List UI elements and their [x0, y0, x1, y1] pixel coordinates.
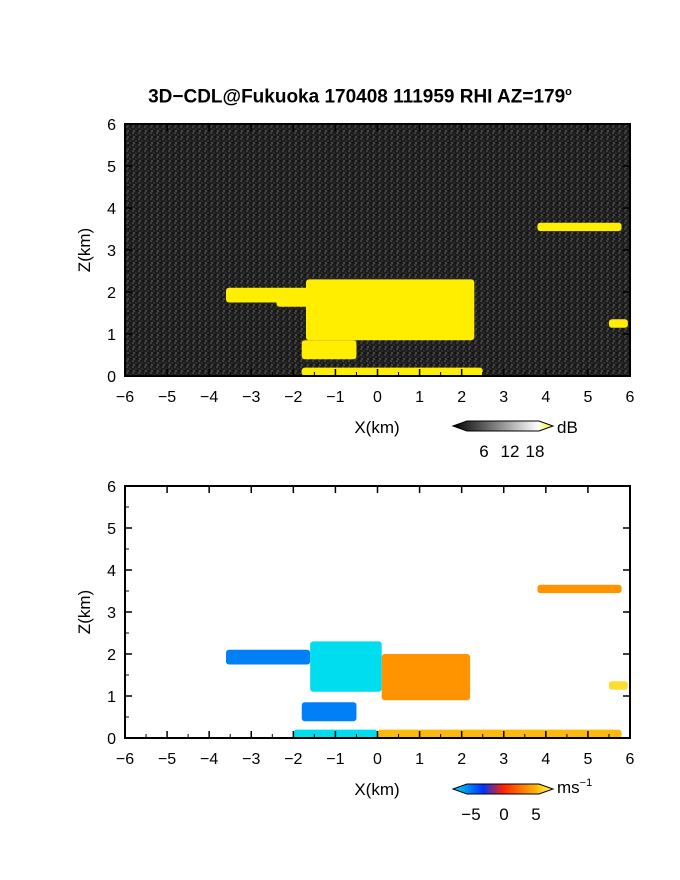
x-tick-label: −3: [242, 751, 260, 768]
x-tick-label: 2: [457, 389, 466, 406]
reflectivity-colorbar-bar: [451, 420, 555, 432]
y-tick-label: 2: [107, 285, 116, 302]
x-tick-label: 6: [626, 389, 635, 406]
x-tick-label: 0: [373, 751, 382, 768]
y-tick-label: 0: [107, 731, 116, 748]
y-tick-label: 3: [107, 243, 116, 260]
y-tick-label: 3: [107, 605, 116, 622]
degree-symbol: o: [565, 86, 572, 98]
chart-title-text: 3D−CDL@Fukuoka 170408 111959 RHI AZ=179: [148, 86, 566, 108]
x-tick-label: −2: [284, 751, 302, 768]
x-tick-label: 5: [583, 389, 592, 406]
reflectivity-colorbar-tick: 12: [501, 442, 520, 461]
y-axis-label: Z(km): [75, 228, 94, 272]
y-tick-label: 5: [107, 521, 116, 538]
echo-region: [301, 340, 357, 360]
velocity-colorbar: ms−1 −5 0 5: [451, 777, 592, 824]
x-tick-label: −6: [116, 389, 134, 406]
x-tick-label: −4: [200, 751, 218, 768]
echo-region: [301, 702, 357, 722]
x-tick-label: 1: [415, 389, 424, 406]
velocity-panel: −6 −5 −4 −3 −2 −1 0 1 2 3 4 5 6 0 1 2 3 4 5 6 X(km) Z(km): [75, 479, 635, 799]
reflectivity-panel: −6 −5 −4 −3 −2 −1 0 1 2 3 4 5 6 0 1 2 3 4 5 6 X(km) Z(km): [75, 117, 635, 437]
echo-region: [276, 289, 315, 307]
y-tick-label: 6: [107, 117, 116, 134]
echo-region: [305, 279, 475, 341]
velocity-colorbar-unit-base: ms: [557, 778, 580, 797]
x-tick-label: 2: [457, 751, 466, 768]
x-tick-label: 4: [541, 751, 550, 768]
x-tick-label: 1: [415, 751, 424, 768]
y-tick-label: 6: [107, 479, 116, 496]
chart-title: 3D−CDL@Fukuoka 170408 111959 RHI AZ=179o: [0, 86, 680, 108]
echo-region: [377, 729, 622, 738]
x-axis-label: X(km): [354, 780, 399, 799]
x-tick-label: −5: [158, 389, 176, 406]
x-tick-label: −4: [200, 389, 218, 406]
y-tick-label: 0: [107, 369, 116, 386]
velocity-colorbar-tick: −5: [461, 805, 480, 824]
echo-region: [381, 654, 471, 701]
x-tick-label: −1: [326, 751, 344, 768]
plot-background: [125, 486, 630, 738]
echo-region: [301, 367, 483, 376]
echo-region: [537, 222, 622, 232]
echo-region: [608, 319, 628, 328]
x-tick-label: −3: [242, 389, 260, 406]
reflectivity-colorbar-unit: dB: [557, 418, 578, 437]
y-axis-label: Z(km): [75, 590, 94, 634]
x-tick-label: 5: [583, 751, 592, 768]
echo-region: [310, 641, 382, 692]
x-tick-label: 3: [499, 389, 508, 406]
velocity-colorbar-unit-exponent: −1: [580, 777, 593, 789]
y-tick-label: 1: [107, 689, 116, 706]
x-tick-label: −2: [284, 389, 302, 406]
y-tick-label: 2: [107, 647, 116, 664]
x-tick-label: 6: [626, 751, 635, 768]
echo-region: [537, 584, 622, 594]
reflectivity-colorbar-tick: 18: [526, 442, 545, 461]
velocity-colorbar-bar: [451, 783, 555, 795]
x-axis-label: X(km): [354, 418, 399, 437]
x-tick-label: −6: [116, 751, 134, 768]
y-tick-label: 1: [107, 327, 116, 344]
velocity-colorbar-unit: ms−1: [557, 777, 592, 797]
x-tick-label: 3: [499, 751, 508, 768]
velocity-colorbar-tick: 5: [531, 805, 540, 824]
y-tick-label: 4: [107, 563, 116, 580]
x-tick-label: −5: [158, 751, 176, 768]
echo-region: [226, 649, 311, 665]
reflectivity-colorbar: dB 6 12 18: [451, 418, 578, 461]
velocity-colorbar-tick: 0: [499, 805, 508, 824]
y-tick-label: 4: [107, 201, 116, 218]
x-tick-label: −1: [326, 389, 344, 406]
reflectivity-colorbar-tick: 6: [479, 442, 488, 461]
echo-region: [608, 681, 628, 690]
y-tick-label: 5: [107, 159, 116, 176]
x-tick-label: 0: [373, 389, 382, 406]
x-tick-label: 4: [541, 389, 550, 406]
